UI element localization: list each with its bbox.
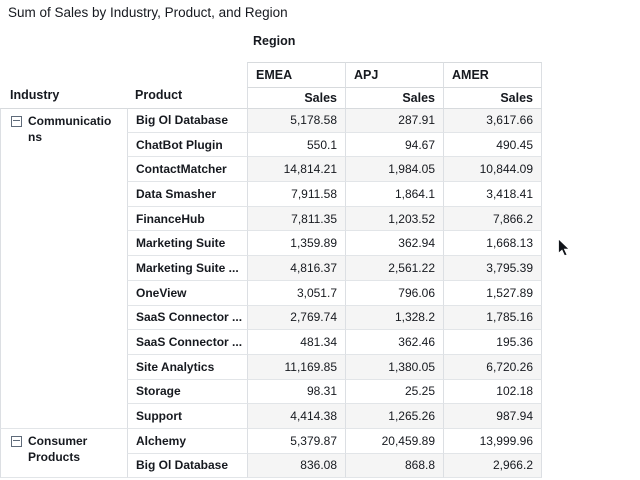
product-row-header[interactable]: SaaS Connector ... [127, 330, 247, 355]
product-row-header[interactable]: OneView [127, 280, 247, 306]
product-row-header[interactable]: Data Smasher [127, 182, 247, 207]
sales-value-cell[interactable]: 4,414.38 [247, 404, 345, 429]
product-row-header[interactable]: ChatBot Plugin [127, 132, 247, 158]
sales-value-cell[interactable]: 490.45 [443, 132, 542, 158]
sales-value-cell[interactable]: 2,769.74 [247, 305, 345, 331]
sales-value-cell[interactable]: 3,418.41 [443, 182, 542, 207]
sales-value-cell[interactable]: 2,561.22 [345, 256, 443, 281]
product-row-header[interactable]: Site Analytics [127, 354, 247, 380]
sales-value-cell[interactable]: 1,785.16 [443, 305, 542, 331]
region-column-header-amer[interactable]: AMER [443, 62, 542, 87]
industry-group-cell-communications[interactable]: Communications [0, 108, 127, 429]
sales-value-cell[interactable]: 287.91 [345, 108, 443, 133]
industry-group-label: Consumer Products [28, 433, 88, 464]
product-column-header[interactable]: Product [127, 62, 247, 108]
region-column-header-apj[interactable]: APJ [345, 62, 443, 87]
collapse-minus-icon[interactable] [11, 116, 22, 127]
sales-value-cell[interactable]: 5,178.58 [247, 108, 345, 133]
sales-value-cell[interactable]: 3,051.7 [247, 280, 345, 306]
sales-value-cell[interactable]: 1,984.05 [345, 157, 443, 183]
sales-value-cell[interactable]: 195.36 [443, 330, 542, 355]
sales-value-cell[interactable]: 1,265.26 [345, 404, 443, 429]
sales-value-cell[interactable]: 362.94 [345, 231, 443, 257]
visual-title: Sum of Sales by Industry, Product, and R… [8, 5, 288, 20]
region-field-label: Region [253, 34, 296, 48]
minus-glyph [13, 439, 20, 441]
sales-value-cell[interactable]: 1,203.52 [345, 206, 443, 232]
sales-value-cell[interactable]: 3,617.66 [443, 108, 542, 133]
product-row-header[interactable]: Storage [127, 379, 247, 405]
industry-column-header-label: Industry [10, 88, 60, 102]
industry-group-label: Communications [28, 114, 112, 144]
sales-value-cell[interactable]: 98.31 [247, 379, 345, 405]
sales-value-cell[interactable]: 11,169.85 [247, 354, 345, 380]
sales-value-cell[interactable]: 25.25 [345, 379, 443, 405]
product-row-header[interactable]: ContactMatcher [127, 157, 247, 183]
product-row-header[interactable]: Marketing Suite ... [127, 256, 247, 281]
industry-column-header[interactable]: Industry [0, 62, 127, 108]
sales-value-cell[interactable]: 1,359.89 [247, 231, 345, 257]
sales-value-cell[interactable]: 1,380.05 [345, 354, 443, 380]
mouse-cursor-icon [558, 238, 571, 257]
sales-value-cell[interactable]: 796.06 [345, 280, 443, 306]
sales-value-cell[interactable]: 20,459.89 [345, 428, 443, 454]
sales-value-cell[interactable]: 7,811.35 [247, 206, 345, 232]
sales-value-cell[interactable]: 7,866.2 [443, 206, 542, 232]
minus-glyph [13, 120, 20, 121]
sales-value-cell[interactable]: 1,864.1 [345, 182, 443, 207]
product-row-header[interactable]: Big Ol Database [127, 453, 247, 479]
pivot-grid: Industry Product EMEA Sales APJ Sales AMER Sa… [0, 62, 542, 479]
sales-value-cell[interactable]: 987.94 [443, 404, 542, 429]
sales-value-cell[interactable]: 14,814.21 [247, 157, 345, 183]
sales-value-cell[interactable]: 550.1 [247, 132, 345, 158]
sales-value-cell[interactable]: 7,911.58 [247, 182, 345, 207]
product-row-header[interactable]: Support [127, 404, 247, 429]
sales-value-cell[interactable]: 1,328.2 [345, 305, 443, 331]
sales-value-cell[interactable]: 6,720.26 [443, 354, 542, 380]
measure-header-emea[interactable]: Sales [247, 87, 345, 108]
product-row-header[interactable]: Alchemy [127, 428, 247, 454]
region-column-header-emea[interactable]: EMEA [247, 62, 345, 87]
sales-value-cell[interactable]: 481.34 [247, 330, 345, 355]
sales-value-cell[interactable]: 13,999.96 [443, 428, 542, 454]
sales-value-cell[interactable]: 2,966.2 [443, 453, 542, 479]
sales-value-cell[interactable]: 3,795.39 [443, 256, 542, 281]
sales-value-cell[interactable]: 362.46 [345, 330, 443, 355]
sales-value-cell[interactable]: 10,844.09 [443, 157, 542, 183]
sales-value-cell[interactable]: 1,668.13 [443, 231, 542, 257]
sales-value-cell[interactable]: 1,527.89 [443, 280, 542, 306]
measure-header-amer[interactable]: Sales [443, 87, 542, 108]
sales-value-cell[interactable]: 4,816.37 [247, 256, 345, 281]
collapse-minus-icon[interactable] [11, 435, 22, 447]
product-row-header[interactable]: SaaS Connector ... [127, 305, 247, 331]
sales-value-cell[interactable]: 836.08 [247, 453, 345, 479]
measure-header-apj[interactable]: Sales [345, 87, 443, 108]
sales-value-cell[interactable]: 868.8 [345, 453, 443, 479]
industry-group-cell-consumer-products[interactable]: Consumer Products [0, 428, 127, 479]
sales-value-cell[interactable]: 102.18 [443, 379, 542, 405]
sales-value-cell[interactable]: 94.67 [345, 132, 443, 158]
product-row-header[interactable]: FinanceHub [127, 206, 247, 232]
sales-value-cell[interactable]: 5,379.87 [247, 428, 345, 454]
product-column-header-label: Product [135, 88, 183, 102]
product-row-header[interactable]: Marketing Suite [127, 231, 247, 257]
product-row-header[interactable]: Big Ol Database [127, 108, 247, 133]
